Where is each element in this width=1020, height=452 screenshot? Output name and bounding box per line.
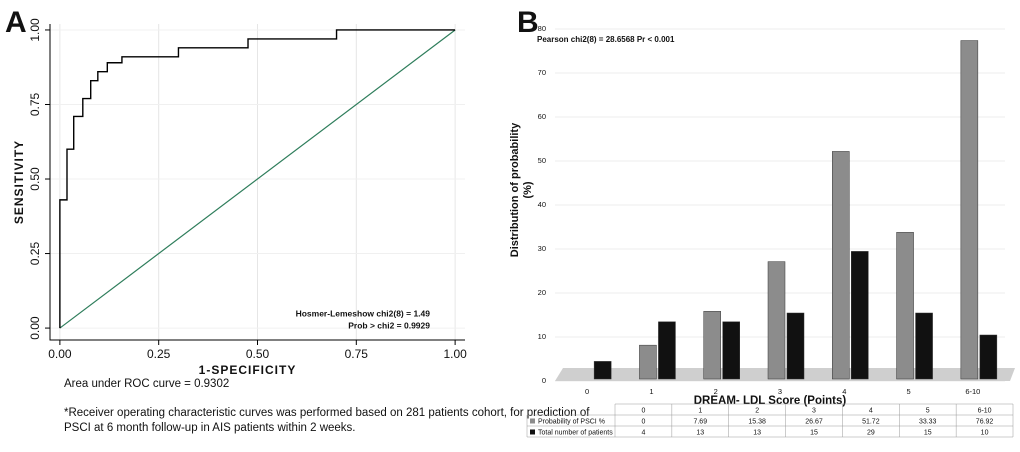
panel-label: A — [5, 6, 27, 39]
bar — [896, 232, 914, 380]
y-tick-label: 0 — [542, 376, 546, 385]
table-value: 7.69 — [693, 418, 707, 425]
legend-label: Total number of patients — [538, 429, 613, 436]
x-tick-label: 0.50 — [246, 347, 270, 361]
y-tick-label: 0.25 — [28, 242, 42, 266]
table-value: 0 — [641, 418, 645, 425]
y-axis-title: (%) — [522, 181, 534, 198]
table-value: 13 — [696, 429, 704, 436]
y-tick-label: 1.00 — [28, 18, 42, 42]
y-tick-label: 60 — [538, 112, 546, 121]
table-header: 3 — [812, 407, 816, 414]
footnote: PSCI at 6 month follow-up in AIS patient… — [64, 422, 355, 434]
x-tick-label: 5 — [906, 387, 910, 396]
table-header: 5 — [926, 407, 930, 414]
bar — [979, 334, 998, 380]
auc-note: Area under ROC curve = 0.9302 — [64, 378, 229, 390]
legend-swatch — [530, 429, 535, 435]
roc-curve — [59, 29, 456, 329]
x-tick-label: 6-10 — [965, 387, 980, 396]
table-value: 26.67 — [805, 418, 823, 425]
bar — [703, 311, 721, 380]
x-tick-label: 1.00 — [443, 347, 467, 361]
table-header: 4 — [869, 407, 873, 414]
table-value: 15 — [924, 429, 932, 436]
x-tick-label: 4 — [842, 387, 846, 396]
bar — [851, 251, 869, 380]
table-value: 13 — [753, 429, 761, 436]
legend-swatch — [530, 418, 535, 424]
y-tick-label: 30 — [538, 244, 546, 253]
table-header: 2 — [755, 407, 759, 414]
axes — [49, 24, 465, 341]
table-header: 0 — [641, 407, 645, 414]
y-tick-label: 0.00 — [28, 316, 42, 340]
y-axis-title: Distribution of probability — [509, 122, 521, 257]
footnote: *Receiver operating characteristic curve… — [64, 407, 590, 419]
y-tick-label: 40 — [538, 200, 546, 209]
x-tick-label: 0 — [585, 387, 589, 396]
bar — [658, 321, 676, 380]
x-tick-label: 2 — [714, 387, 718, 396]
y-tick-label: 0.75 — [28, 92, 42, 116]
table-value: 33.33 — [919, 418, 937, 425]
bar — [960, 40, 979, 380]
annotation: Hosmer-Lemeshow chi2(8) = 1.49 — [296, 308, 431, 318]
bar — [767, 261, 786, 380]
table-value: 76.92 — [976, 418, 994, 425]
bar — [786, 312, 805, 380]
table-value: 29 — [867, 429, 875, 436]
x-axis-title: 1-SPECIFICITY — [199, 363, 297, 377]
y-tick-label: 50 — [538, 156, 546, 165]
legend-label: Probability of PSCI % — [538, 418, 605, 425]
y-tick-label: 20 — [538, 288, 546, 297]
table-value: 51.72 — [862, 418, 880, 425]
table-value: 15.38 — [748, 418, 766, 425]
chart-title: Pearson chi2(8) = 28.6568 Pr < 0.001 — [537, 35, 675, 44]
y-tick-label: 0.50 — [28, 167, 42, 191]
x-tick-label: 0.75 — [345, 347, 369, 361]
x-tick-label: 0.25 — [147, 347, 171, 361]
y-tick-label: 10 — [538, 332, 546, 341]
annotation: Prob > chi2 = 0.9929 — [348, 320, 430, 330]
x-tick-label: 3 — [778, 387, 782, 396]
x-tick-label: 1 — [649, 387, 653, 396]
y-axis-title: SENSITIVITY — [12, 140, 26, 224]
x-tick-label: 0.00 — [48, 347, 72, 361]
bar — [722, 321, 740, 380]
table-value: 10 — [981, 429, 989, 436]
bar — [915, 312, 933, 380]
bar — [639, 344, 657, 380]
table-header: 6-10 — [978, 407, 992, 414]
table-header: 1 — [698, 407, 702, 414]
table-value: 4 — [641, 429, 645, 436]
bar — [593, 361, 612, 380]
y-tick-label: 70 — [538, 68, 546, 77]
panel-label: B — [517, 6, 539, 39]
table-value: 15 — [810, 429, 818, 436]
x-axis-title: DREAM- LDL Score (Points) — [694, 395, 847, 407]
y-tick-label: 80 — [538, 24, 546, 33]
reference-line — [59, 29, 456, 329]
bar — [832, 151, 850, 380]
